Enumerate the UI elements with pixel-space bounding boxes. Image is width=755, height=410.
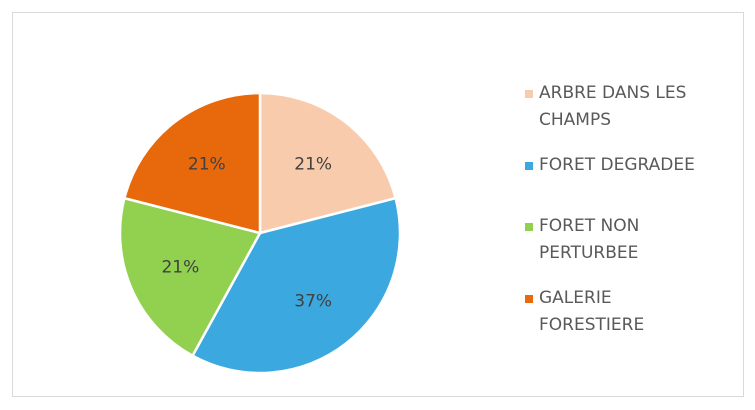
legend-label: GALERIE FORESTIERE xyxy=(539,288,645,335)
legend-item: FORET DEGRADEE xyxy=(525,152,700,179)
data-label: 21% xyxy=(161,257,199,277)
legend: ARBRE DANS LES CHAMPS FORET DEGRADEE FORET… xyxy=(525,80,700,339)
data-label: 21% xyxy=(188,154,226,174)
pie-slice xyxy=(118,196,262,358)
data-label: 37% xyxy=(294,292,332,312)
legend-label: FORET DEGRADEE xyxy=(539,155,695,175)
data-label: 21% xyxy=(294,154,332,174)
legend-item: FORET NON PERTURBEE xyxy=(525,213,700,267)
chart-frame xyxy=(12,12,744,397)
legend-item: ARBRE DANS LES CHAMPS xyxy=(525,80,700,134)
legend-swatch xyxy=(525,162,533,170)
legend-swatch xyxy=(525,295,533,303)
legend-label: ARBRE DANS LES CHAMPS xyxy=(539,83,687,130)
legend-swatch xyxy=(525,90,533,98)
pie-slice xyxy=(190,196,402,375)
pie-slice xyxy=(258,91,398,235)
legend-swatch xyxy=(525,223,533,231)
legend-item: GALERIE FORESTIERE xyxy=(525,285,700,339)
legend-label: FORET NON PERTURBEE xyxy=(539,216,640,263)
pie-slice xyxy=(122,91,262,235)
